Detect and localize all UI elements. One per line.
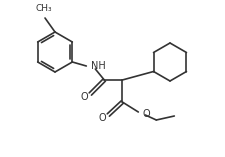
Text: NH: NH — [91, 61, 106, 71]
Text: O: O — [142, 109, 150, 119]
Text: O: O — [99, 113, 106, 123]
Text: CH₃: CH₃ — [36, 4, 52, 13]
Text: O: O — [81, 92, 88, 102]
